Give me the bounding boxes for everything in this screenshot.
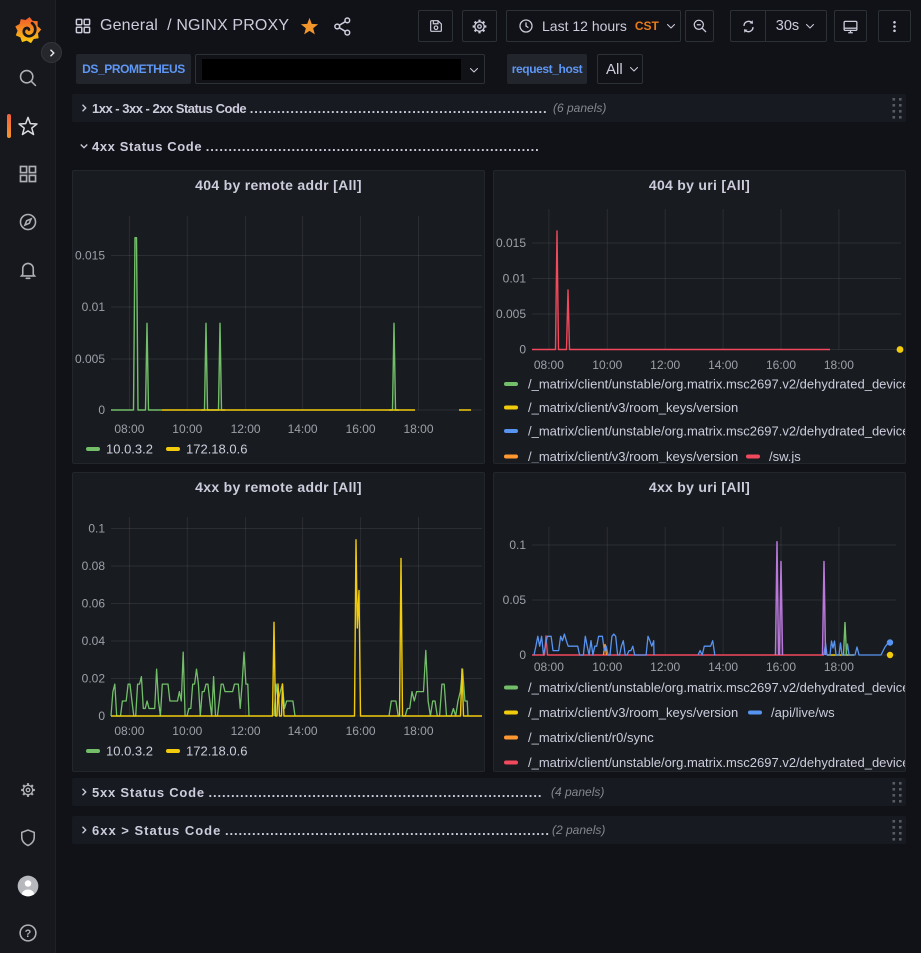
svg-text:/api/live/ws: /api/live/ws [771,705,835,720]
svg-text:18:00: 18:00 [403,724,433,738]
svg-text:08:00: 08:00 [534,660,564,674]
svg-text:172.18.0.6: 172.18.0.6 [186,744,247,759]
svg-text:10.0.3.2: 10.0.3.2 [106,744,153,759]
svg-text:/_matrix/client/unstable/org.m: /_matrix/client/unstable/org.matrix.msc2… [528,680,906,695]
svg-text:10:00: 10:00 [592,660,622,674]
svg-text:14:00: 14:00 [288,724,318,738]
svg-text:10:00: 10:00 [172,422,202,436]
svg-text:0.01: 0.01 [503,272,527,286]
svg-text:10:00: 10:00 [592,358,622,372]
svg-text:0.005: 0.005 [496,307,526,321]
svg-text:0: 0 [519,343,526,357]
svg-text:/sw.js: /sw.js [769,449,801,464]
svg-text:0.08: 0.08 [82,559,106,573]
svg-text:16:00: 16:00 [766,660,796,674]
svg-text:10:00: 10:00 [172,724,202,738]
svg-text:0: 0 [98,709,105,723]
svg-text:/_matrix/client/v3/room_keys/v: /_matrix/client/v3/room_keys/version [528,449,738,464]
svg-text:12:00: 12:00 [650,660,680,674]
svg-text:0.04: 0.04 [82,634,106,648]
svg-text:18:00: 18:00 [403,422,433,436]
svg-text:12:00: 12:00 [650,358,680,372]
svg-text:16:00: 16:00 [766,358,796,372]
svg-text:0.05: 0.05 [503,593,527,607]
svg-text:172.18.0.6: 172.18.0.6 [186,442,247,457]
svg-text:/_matrix/client/v3/room_keys/v: /_matrix/client/v3/room_keys/version [528,400,738,415]
svg-text:12:00: 12:00 [231,422,261,436]
svg-text:10.0.3.2: 10.0.3.2 [106,442,153,457]
svg-text:/_matrix/client/unstable/org.m: /_matrix/client/unstable/org.matrix.msc2… [528,377,906,392]
svg-text:/_matrix/client/unstable/org.m: /_matrix/client/unstable/org.matrix.msc2… [528,424,906,439]
svg-text:08:00: 08:00 [114,724,144,738]
svg-text:14:00: 14:00 [288,422,318,436]
svg-text:0.02: 0.02 [82,672,106,686]
svg-text:08:00: 08:00 [534,358,564,372]
svg-text:/_matrix/client/unstable/org.m: /_matrix/client/unstable/org.matrix.msc2… [528,755,906,770]
svg-text:14:00: 14:00 [708,660,738,674]
svg-text:12:00: 12:00 [231,724,261,738]
svg-text:16:00: 16:00 [346,724,376,738]
svg-text:0: 0 [98,403,105,417]
svg-text:0.1: 0.1 [88,522,105,536]
svg-text:0.01: 0.01 [82,300,106,314]
svg-text:14:00: 14:00 [708,358,738,372]
svg-text:?: ? [25,928,32,940]
svg-text:08:00: 08:00 [114,422,144,436]
svg-text:0.015: 0.015 [496,236,526,250]
svg-text:/_matrix/client/v3/room_keys/v: /_matrix/client/v3/room_keys/version [528,705,738,720]
svg-text:0: 0 [519,648,526,662]
svg-text:18:00: 18:00 [824,660,854,674]
svg-text:0.005: 0.005 [75,352,105,366]
svg-text:/_matrix/client/r0/sync: /_matrix/client/r0/sync [528,730,654,745]
svg-text:16:00: 16:00 [346,422,376,436]
svg-text:0.06: 0.06 [82,597,106,611]
svg-text:0.1: 0.1 [509,538,526,552]
svg-text:0.015: 0.015 [75,249,105,263]
svg-text:18:00: 18:00 [824,358,854,372]
